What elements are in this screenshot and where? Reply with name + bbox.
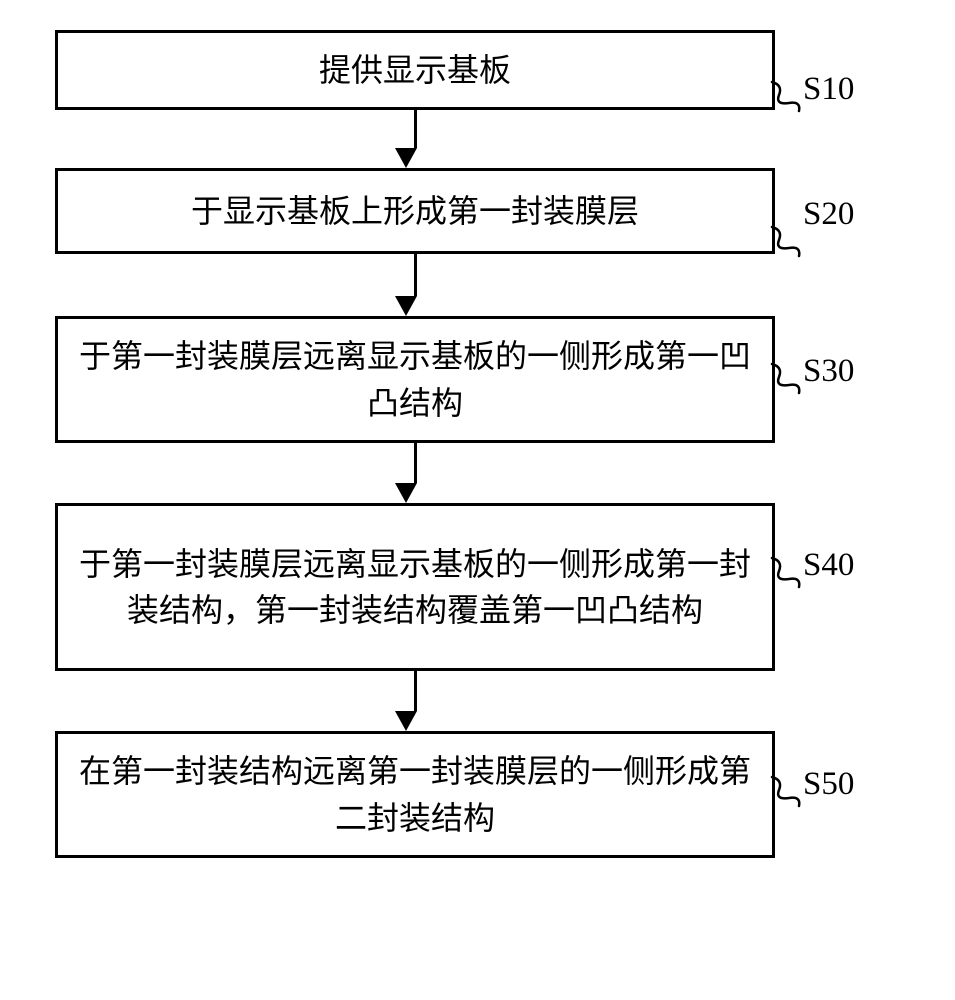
- step-box: 于第一封装膜层远离显示基板的一侧形成第一凹凸结构: [55, 316, 775, 443]
- step-box: 于显示基板上形成第一封装膜层: [55, 168, 775, 254]
- step-text: 于第一封装膜层远离显示基板的一侧形成第一封装结构，第一封装结构覆盖第一凹凸结构: [78, 541, 752, 634]
- step-text: 在第一封装结构远离第一封装膜层的一侧形成第二封装结构: [78, 748, 752, 841]
- flow-arrow: [55, 671, 775, 731]
- step-connector: S10: [775, 31, 865, 109]
- step-label: S30: [803, 353, 854, 390]
- step-connector: S20: [775, 168, 865, 254]
- step-text: 于显示基板上形成第一封装膜层: [191, 188, 639, 234]
- step-text: 于第一封装膜层远离显示基板的一侧形成第一凹凸结构: [78, 333, 752, 426]
- step-box: 提供显示基板: [55, 30, 775, 110]
- step-label: S40: [803, 547, 854, 584]
- flow-arrow: [55, 254, 775, 316]
- flowchart-step: 在第一封装结构远离第一封装膜层的一侧形成第二封装结构 S50: [55, 731, 885, 858]
- step-label: S50: [803, 766, 854, 803]
- flowchart-step: 于显示基板上形成第一封装膜层 S20: [55, 168, 885, 254]
- flow-arrow: [55, 110, 775, 168]
- step-label: S20: [803, 196, 854, 233]
- step-text: 提供显示基板: [319, 47, 511, 93]
- flowchart-container: 提供显示基板 S10 于显示基板上形成第一封装膜层 S20 于第一封装膜层远离显示基板的…: [55, 30, 885, 858]
- flowchart-step: 于第一封装膜层远离显示基板的一侧形成第一封装结构，第一封装结构覆盖第一凹凸结构 S…: [55, 503, 885, 671]
- step-box: 于第一封装膜层远离显示基板的一侧形成第一封装结构，第一封装结构覆盖第一凹凸结构: [55, 503, 775, 671]
- flowchart-step: 提供显示基板 S10: [55, 30, 885, 110]
- step-connector: S50: [775, 734, 865, 856]
- flow-arrow: [55, 443, 775, 503]
- step-label: S10: [803, 71, 854, 108]
- flowchart-step: 于第一封装膜层远离显示基板的一侧形成第一凹凸结构 S30: [55, 316, 885, 443]
- step-box: 在第一封装结构远离第一封装膜层的一侧形成第二封装结构: [55, 731, 775, 858]
- step-connector: S40: [775, 503, 865, 671]
- step-connector: S30: [775, 319, 865, 441]
